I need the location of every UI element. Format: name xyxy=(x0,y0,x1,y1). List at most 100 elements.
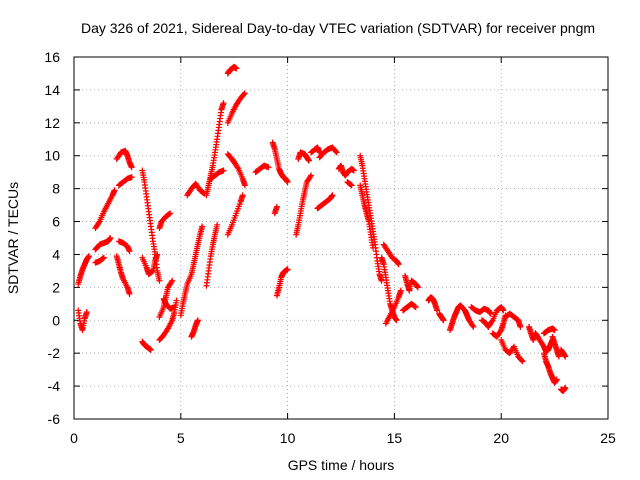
data-point xyxy=(173,297,180,304)
series-arc-04 xyxy=(92,235,114,253)
data-point xyxy=(220,167,227,174)
data-point xyxy=(350,167,357,174)
data-point xyxy=(169,277,176,284)
data-point xyxy=(378,277,385,284)
series-arc-59 xyxy=(558,384,569,395)
data-point xyxy=(166,210,173,217)
data-point xyxy=(497,328,504,335)
y-tick-label: 6 xyxy=(52,214,60,230)
y-tick-label: -6 xyxy=(48,411,61,427)
x-tick-label: 10 xyxy=(280,430,296,446)
x-axis-label: GPS time / hours xyxy=(288,457,395,473)
data-point xyxy=(241,182,248,189)
data-point xyxy=(214,221,221,228)
series-arc-44 xyxy=(399,300,419,314)
x-tick-label: 0 xyxy=(70,430,78,446)
data-point xyxy=(111,187,118,194)
axes-ticks: 0 5 10 15 20 25 -6 -4 -2 0 2 4 6 8 10 12 14 16 xyxy=(44,49,616,446)
y-axis-label: SDTVAR / TECUs xyxy=(5,182,21,294)
y-tick-label: 0 xyxy=(52,312,60,328)
series-arc-22 xyxy=(207,167,227,182)
data-point xyxy=(333,149,340,156)
data-point xyxy=(284,266,291,273)
data-point xyxy=(440,317,447,324)
data-point xyxy=(551,327,558,334)
series-arc-46 xyxy=(436,310,447,324)
y-tick-label: 10 xyxy=(44,148,60,164)
data-point xyxy=(154,251,161,258)
data-point xyxy=(434,307,441,314)
series-arc-52 xyxy=(498,337,526,365)
series-arc-32 xyxy=(295,149,312,164)
chart-title: Day 326 of 2021, Sidereal Day-to-day VTE… xyxy=(81,20,595,36)
y-tick-label: 16 xyxy=(44,49,60,65)
data-point xyxy=(469,322,476,329)
x-tick-label: 15 xyxy=(387,430,403,446)
y-tick-label: -4 xyxy=(48,378,61,394)
data-point xyxy=(265,164,272,171)
data-point xyxy=(128,174,135,181)
data-point xyxy=(305,157,312,164)
series-arc-13 xyxy=(156,210,174,232)
series-arc-49 xyxy=(478,304,507,330)
y-tick-label: 4 xyxy=(52,246,60,262)
data-point xyxy=(194,317,201,324)
series-arc-07 xyxy=(115,174,135,189)
series-arc-27 xyxy=(252,162,272,176)
data-point xyxy=(171,304,178,311)
plot-frame xyxy=(73,56,609,420)
data-point xyxy=(168,279,175,286)
series-arc-47 xyxy=(446,302,477,334)
data-point xyxy=(85,253,92,260)
data-point xyxy=(126,248,133,255)
data-point xyxy=(488,318,495,325)
series-arc-39 xyxy=(357,182,377,251)
series-arc-24 xyxy=(224,90,248,126)
data-point xyxy=(220,100,227,107)
data-point xyxy=(397,287,404,294)
series-arc-31 xyxy=(293,172,315,238)
data-point xyxy=(412,304,419,311)
data-point xyxy=(308,172,315,179)
data-point xyxy=(147,346,154,353)
series-arc-34 xyxy=(314,192,336,212)
series-arc-14 xyxy=(156,277,176,320)
data-point xyxy=(347,181,354,188)
data-point xyxy=(348,182,355,189)
data-point xyxy=(329,192,336,199)
series-arc-43 xyxy=(402,272,421,294)
series-arc-03 xyxy=(92,187,118,232)
data-point xyxy=(126,290,133,297)
series-arc-05 xyxy=(92,254,107,266)
data-point xyxy=(370,244,377,251)
x-tick-label: 25 xyxy=(600,430,616,446)
x-tick-label: 5 xyxy=(177,430,185,446)
data-point xyxy=(284,179,291,186)
data-point xyxy=(414,284,421,291)
y-tick-label: 12 xyxy=(44,115,60,131)
data-point xyxy=(233,65,240,72)
data-point xyxy=(395,261,402,268)
data-point xyxy=(273,203,280,210)
series-arc-55 xyxy=(540,350,560,386)
series-arc-35 xyxy=(316,144,340,161)
series-arc-41 xyxy=(380,241,402,268)
data-points xyxy=(75,63,569,395)
y-tick-label: 2 xyxy=(52,279,60,295)
data-point xyxy=(562,384,569,391)
data-point xyxy=(519,358,526,365)
series-arc-33 xyxy=(308,144,323,156)
series-arc-30 xyxy=(273,266,291,299)
series-arc-36 xyxy=(335,162,357,179)
data-point xyxy=(156,277,163,284)
series-arc-01 xyxy=(75,307,90,334)
data-point xyxy=(100,255,107,262)
data-point xyxy=(234,164,241,171)
series-arc-21 xyxy=(203,100,227,199)
series-arc-25 xyxy=(224,151,248,189)
series-arc-17 xyxy=(177,223,206,319)
x-tick-label: 20 xyxy=(493,430,509,446)
series-arc-26 xyxy=(224,192,246,238)
series-arc-51 xyxy=(502,310,524,330)
